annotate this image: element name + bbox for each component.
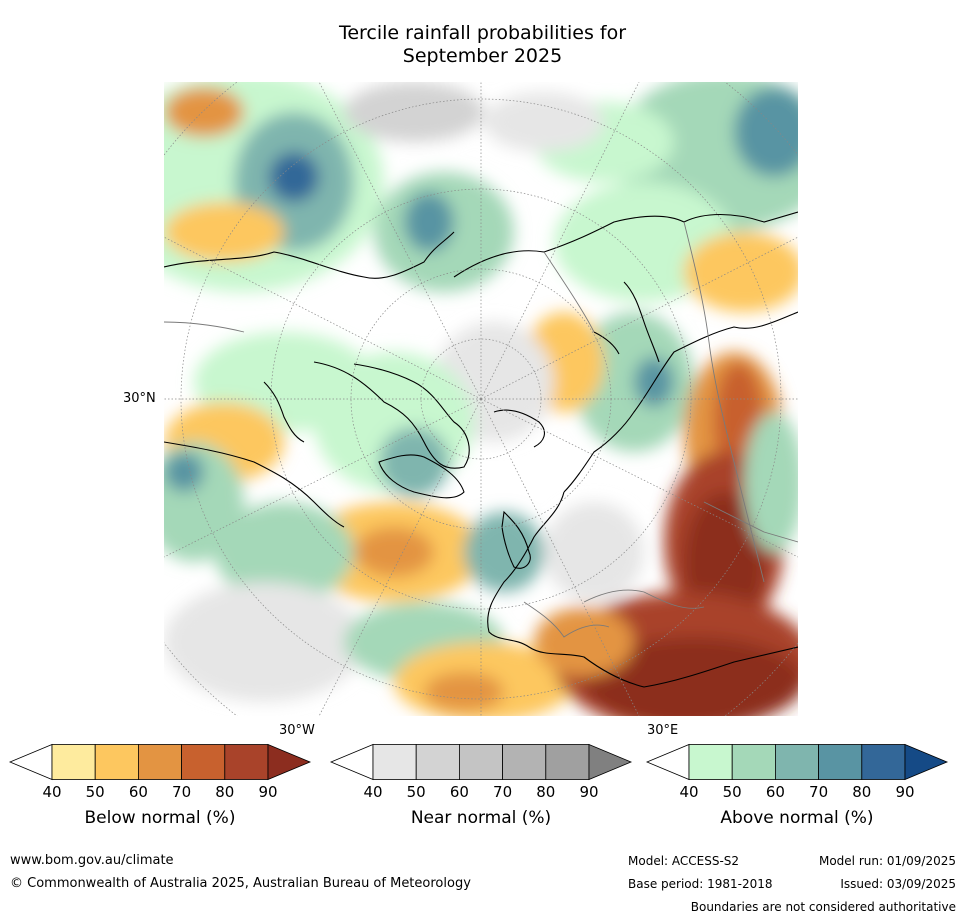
- colorbar-tick-label: 80: [536, 783, 556, 801]
- colorbar-svg: [329, 743, 633, 781]
- issued-date: Issued: 03/09/2025: [840, 877, 956, 891]
- colorbar-segment: [545, 744, 590, 780]
- colorbar-above-normal: [645, 743, 949, 781]
- copyright-text: © Commonwealth of Australia 2025, Austra…: [10, 876, 471, 891]
- near-normal-label: Near normal (%): [410, 808, 552, 828]
- colorbar-segment: [137, 744, 182, 780]
- colorbar-over-triangle: [267, 743, 312, 781]
- colorbar-over-triangle: [588, 743, 633, 781]
- map-canvas: [164, 82, 798, 716]
- base-period: Base period: 1981-2018: [628, 877, 773, 891]
- colorbar-tick-label: 90: [579, 783, 599, 801]
- model-run-date: Model run: 01/09/2025: [818, 854, 956, 868]
- colorbar-tick-label: 40: [42, 783, 62, 801]
- colorbar-segment: [458, 744, 503, 780]
- colorbar-under-triangle: [645, 743, 690, 781]
- graticule: [164, 82, 798, 716]
- colorbar-segment: [818, 744, 863, 780]
- colorbar-tick-label: 60: [765, 783, 785, 801]
- colorbar-tick-label: 90: [258, 783, 278, 801]
- colorbar-segment: [502, 744, 547, 780]
- colorbar-segment: [224, 744, 269, 780]
- colorbar-tick-label: 80: [215, 783, 235, 801]
- colorbar-tick-label: 80: [852, 783, 872, 801]
- colorbar-segment: [688, 744, 733, 780]
- colorbar-segment: [861, 744, 906, 780]
- colorbar-over-triangle: [904, 743, 949, 781]
- colorbar-tick-label: 40: [679, 783, 699, 801]
- colorbar-below-normal: [8, 743, 312, 781]
- colorbar-segment: [181, 744, 226, 780]
- colorbar-tick-label: 60: [449, 783, 469, 801]
- coastlines: [164, 211, 798, 688]
- colorbar-tick-label: 40: [363, 783, 383, 801]
- above-normal-label: Above normal (%): [720, 808, 874, 828]
- longitude-label-east: 30°E: [647, 723, 679, 738]
- colorbar-svg: [645, 743, 949, 781]
- colorbar-near-normal: [329, 743, 633, 781]
- colorbar-tick-label: 60: [128, 783, 148, 801]
- website-link[interactable]: www.bom.gov.au/climate: [10, 853, 174, 868]
- model-name: Model: ACCESS-S2: [628, 854, 740, 868]
- country-boundaries: [164, 221, 798, 638]
- title-line-1: Tercile rainfall probabilities for: [338, 22, 627, 44]
- colorbar-segment: [372, 744, 417, 780]
- colorbar-under-triangle: [8, 743, 53, 781]
- colorbar-tick-label: 70: [809, 783, 829, 801]
- colorbar-tick-label: 50: [406, 783, 426, 801]
- colorbar-tick-label: 90: [895, 783, 915, 801]
- colorbar-segment: [94, 744, 139, 780]
- map-title: Tercile rainfall probabilities for Septe…: [0, 22, 965, 68]
- polar-rainfall-map: [164, 82, 798, 716]
- below-normal-label: Below normal (%): [84, 808, 236, 828]
- colorbar-under-triangle: [329, 743, 374, 781]
- colorbar-svg: [8, 743, 312, 781]
- colorbar-segment: [415, 744, 460, 780]
- colorbar-tick-label: 50: [85, 783, 105, 801]
- colorbar-segment: [774, 744, 819, 780]
- longitude-label-west: 30°W: [279, 723, 315, 738]
- latitude-label: 30°N: [123, 391, 156, 406]
- colorbar-tick-label: 70: [493, 783, 513, 801]
- colorbar-tick-label: 70: [172, 783, 192, 801]
- colorbar-tick-label: 50: [722, 783, 742, 801]
- boundaries-disclaimer: Boundaries are not considered authoritat…: [690, 900, 956, 914]
- colorbar-segment: [731, 744, 776, 780]
- colorbar-segment: [51, 744, 96, 780]
- title-line-2: September 2025: [402, 45, 563, 67]
- probability-field: [164, 82, 798, 716]
